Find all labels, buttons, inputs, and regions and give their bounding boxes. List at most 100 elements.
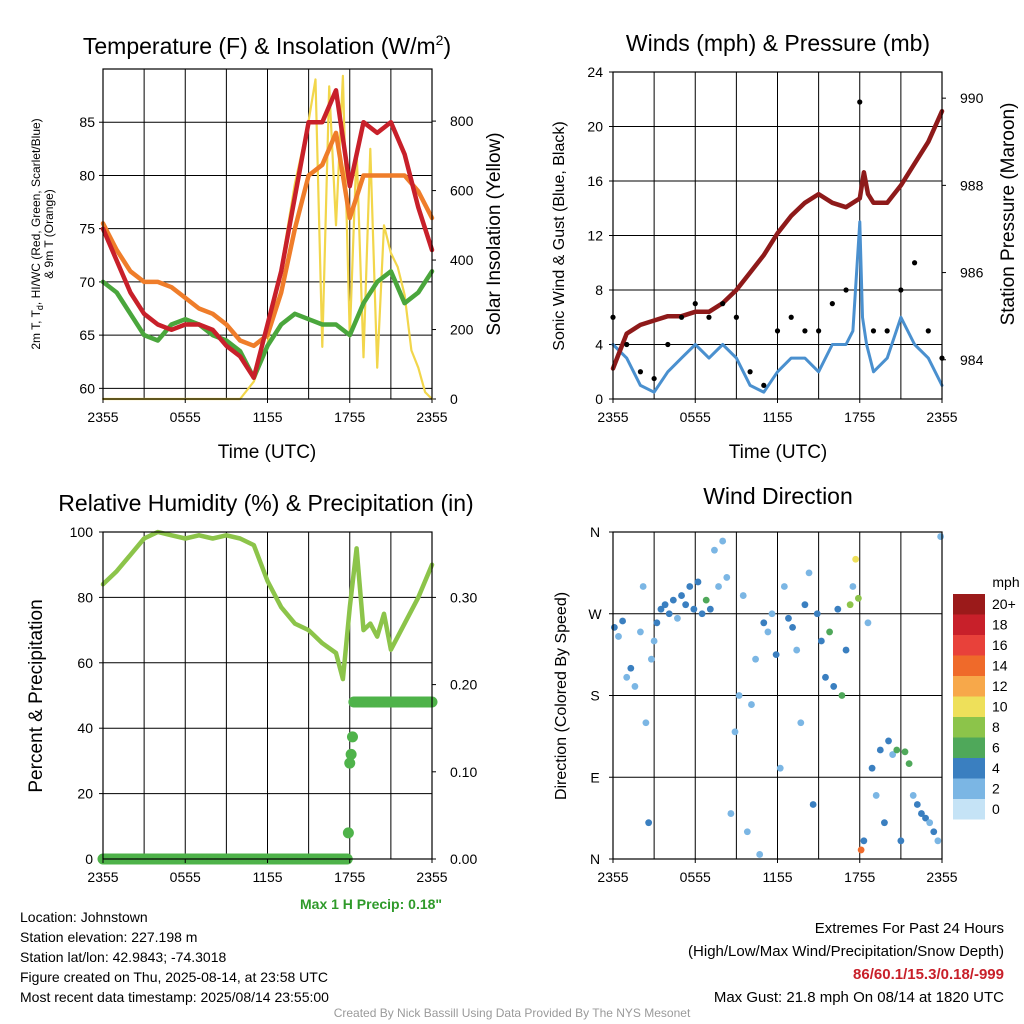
direction-point [642, 719, 650, 727]
legend-label: 14 [992, 658, 1008, 674]
panel-2-ylabel: Sonic Wind & Gust (Blue, Black) [551, 121, 568, 350]
panel-1-ylabel-right: Solar Insolation (Yellow) [484, 132, 505, 335]
y2-tick-label: 200 [450, 322, 474, 338]
direction-point [801, 601, 809, 609]
direction-point [639, 583, 647, 590]
y-tick-label: 20 [77, 786, 93, 802]
legend-label: 10 [992, 699, 1008, 715]
y-tick-label: 0 [595, 391, 603, 407]
direction-point [752, 655, 759, 663]
direction-point [678, 592, 685, 599]
direction-point [868, 764, 876, 772]
recent-timestamp: Most recent data timestamp: 2025/08/14 2… [20, 989, 329, 1005]
y-tick-label: 40 [77, 720, 93, 736]
y2-tick-label: 800 [450, 113, 474, 129]
gust-point [761, 382, 767, 388]
gust-point [829, 301, 835, 307]
direction-point [610, 623, 618, 631]
panel-1-ylabel: 2m T, Td, HI/WC (Red, Green, Scarlet/Blu… [29, 118, 56, 349]
station-latlon: Station lat/lon: 42.9843; -74.3018 [20, 949, 227, 965]
gust-point [788, 314, 794, 320]
y2-tick-label: 988 [960, 177, 984, 193]
x-tick-label: 1155 [762, 409, 792, 425]
y2-tick-label: 0.30 [450, 589, 477, 605]
legend-swatch [953, 614, 985, 635]
gust-point [870, 328, 877, 334]
direction-point [645, 819, 653, 827]
panel-4-ylabel: Direction (Colored By Speed) [553, 592, 570, 800]
legend-label: 12 [992, 678, 1008, 694]
legend-label: 18 [992, 617, 1008, 633]
direction-point [805, 569, 813, 577]
direction-point [885, 737, 892, 745]
direction-point [694, 578, 702, 586]
direction-point [813, 610, 821, 618]
y-tick-label: E [590, 769, 599, 785]
direction-point [926, 819, 934, 827]
direction-point [711, 546, 718, 554]
legend-label: 16 [992, 637, 1008, 653]
gust-point [884, 328, 890, 334]
direction-point [893, 746, 901, 754]
direction-point [857, 846, 865, 854]
legend-swatch [953, 696, 985, 717]
gust-point [665, 341, 671, 348]
direction-point [650, 637, 658, 645]
gust-point [706, 314, 712, 320]
legend-label: 0 [992, 801, 1000, 817]
direction-point [838, 692, 846, 699]
y2-tick-label: 0.10 [450, 764, 477, 780]
y-tick-label: 60 [77, 655, 93, 671]
x-tick-label: 1755 [334, 869, 365, 885]
direction-point [881, 819, 888, 827]
legend-swatch [953, 594, 985, 615]
y-tick-label: 0 [85, 851, 93, 867]
x-tick-label: 0555 [680, 409, 711, 425]
series-dewpoint [100, 269, 435, 380]
direction-point [864, 619, 872, 627]
gust-point [898, 287, 904, 293]
legend-title: mph [992, 574, 1019, 590]
extremes-title: Extremes For Past 24 Hours [814, 920, 1004, 937]
extremes-subtitle: (High/Low/Max Wind/Precipitation/Snow De… [688, 943, 1004, 960]
gust-point [637, 369, 644, 375]
x-tick-label: 2355 [416, 869, 447, 885]
direction-point [698, 610, 706, 618]
x-tick-label: 0555 [170, 409, 201, 425]
gust-point [816, 328, 822, 334]
y2-tick-label: 986 [960, 265, 984, 281]
precip-point [345, 748, 357, 760]
direction-point [739, 592, 747, 599]
precip-point [344, 757, 356, 769]
legend-swatch [953, 717, 985, 738]
direction-point [743, 828, 751, 836]
series-relative-humidity [100, 529, 435, 682]
panel-3-title: Relative Humidity (%) & Precipitation (i… [58, 490, 473, 516]
panel-4-frame [612, 531, 943, 860]
panel-1-xlabel: Time (UTC) [218, 442, 317, 463]
legend-swatch [953, 655, 985, 676]
y-tick-label: 12 [587, 228, 603, 244]
direction-point [661, 601, 669, 609]
precip-point [342, 827, 354, 839]
gust-point [624, 341, 630, 348]
y-tick-label: 80 [79, 167, 95, 183]
gust-point [747, 369, 753, 375]
gust-point [678, 314, 685, 320]
station-info: Location: Johnstown Station elevation: 2… [20, 907, 329, 1007]
x-tick-label: 2355 [597, 869, 628, 885]
direction-point [897, 837, 905, 845]
direction-point [764, 628, 772, 636]
x-tick-label: 0555 [170, 869, 201, 885]
direction-point [849, 583, 857, 590]
gust-point [720, 301, 726, 307]
x-tick-label: 1155 [252, 869, 282, 885]
direction-point [789, 623, 796, 631]
direction-point [922, 814, 929, 822]
y-tick-label: 20 [587, 119, 603, 135]
max-gust: Max Gust: 21.8 mph On 08/14 at 1820 UTC [713, 989, 1004, 1006]
direction-point [809, 801, 817, 808]
direction-point [872, 792, 880, 799]
panel-2-ylabel-right: Station Pressure (Maroon) [998, 103, 1019, 326]
panel-4-title: Wind Direction [703, 483, 853, 509]
